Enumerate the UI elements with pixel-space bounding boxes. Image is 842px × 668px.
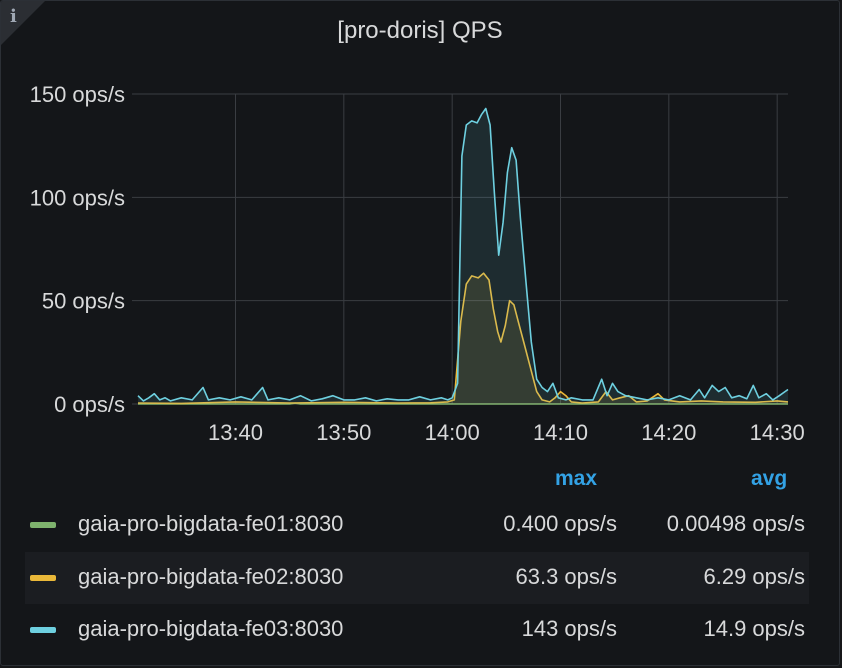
- series-color-swatch[interactable]: [30, 575, 56, 581]
- x-tick-label: 14:30: [750, 420, 805, 445]
- x-tick-label: 13:50: [316, 420, 371, 445]
- legend-max-header[interactable]: max: [555, 467, 598, 490]
- legend-row-fe02[interactable]: gaia-pro-bigdata-fe02:8030 63.3 ops/s 6.…: [25, 552, 809, 604]
- series-area-3: [138, 108, 788, 404]
- legend-series-name[interactable]: gaia-pro-bigdata-fe02:8030: [78, 564, 344, 589]
- legend-series-avg: 14.9 ops/s: [703, 616, 805, 641]
- y-tick-label: 50 ops/s: [42, 289, 125, 314]
- series-color-swatch[interactable]: [30, 627, 56, 633]
- legend-row-fe01[interactable]: gaia-pro-bigdata-fe01:8030 0.400 ops/s 0…: [25, 499, 809, 551]
- legend-series-avg: 0.00498 ops/s: [666, 511, 805, 536]
- legend-series-name[interactable]: gaia-pro-bigdata-fe01:8030: [78, 511, 344, 536]
- panel-info-corner[interactable]: [1, 1, 45, 45]
- y-tick-label: 0 ops/s: [54, 392, 125, 417]
- x-tick-label: 14:10: [533, 420, 588, 445]
- legend-avg-header[interactable]: avg: [751, 467, 788, 490]
- series-color-swatch[interactable]: [30, 522, 56, 528]
- legend-row-fe03[interactable]: gaia-pro-bigdata-fe03:8030 143 ops/s 14.…: [25, 604, 809, 656]
- legend-series-max: 0.400 ops/s: [503, 511, 617, 536]
- x-tick-label: 14:20: [641, 420, 696, 445]
- legend-series-max: 143 ops/s: [521, 616, 617, 641]
- legend-series-avg: 6.29 ops/s: [703, 564, 805, 589]
- series-area-2: [138, 273, 788, 404]
- legend-series-name[interactable]: gaia-pro-bigdata-fe03:8030: [78, 616, 344, 641]
- x-tick-label: 13:40: [208, 420, 263, 445]
- info-icon[interactable]: i: [10, 6, 17, 27]
- panel-title[interactable]: [pro-doris] QPS: [337, 17, 503, 44]
- y-tick-label: 150 ops/s: [30, 82, 125, 107]
- qps-line-chart: 0 ops/s 50 ops/s 100 ops/s 150 ops/s 13:40 13…: [30, 82, 805, 445]
- legend-series-max: 63.3 ops/s: [515, 564, 617, 589]
- x-tick-label: 14:00: [425, 420, 480, 445]
- y-tick-label: 100 ops/s: [30, 185, 125, 210]
- series-line-3[interactable]: [137, 107, 789, 402]
